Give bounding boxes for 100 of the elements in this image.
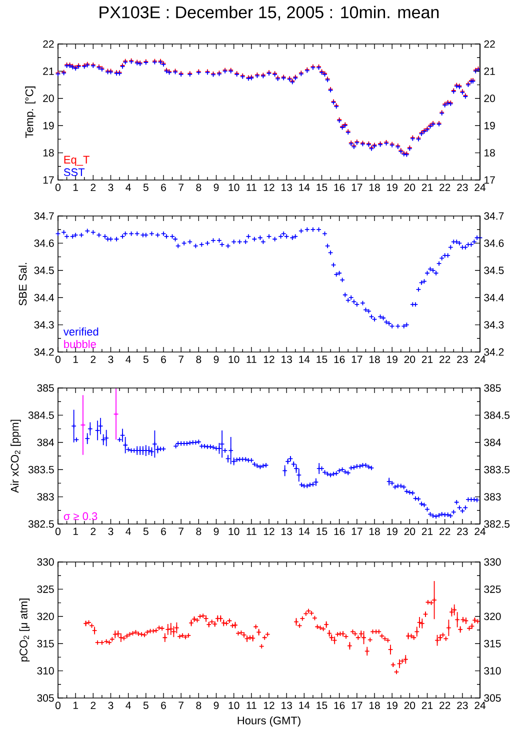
y2-tick-label: 19 xyxy=(484,122,495,130)
x-tick-label: 0 xyxy=(55,184,61,192)
x-tick-label: 8 xyxy=(196,702,202,710)
x-tick-label: 6 xyxy=(161,528,166,536)
x-tick-label: 16 xyxy=(334,184,345,192)
x-tick-label: 7 xyxy=(178,702,184,709)
x-tick-label: 2 xyxy=(90,528,96,536)
y2-tick-label: 21 xyxy=(484,68,495,75)
x-tick-label: 12 xyxy=(264,528,274,536)
chart-title: PX103E : December 15, 2005 : 10min. mean xyxy=(100,6,439,20)
x-tick-label: 7 xyxy=(178,528,184,535)
text: verified xyxy=(63,328,98,336)
x-tick-label: 17 xyxy=(352,702,362,709)
x-tick-label: 18 xyxy=(369,184,380,192)
x-tick-label: 19 xyxy=(387,356,398,364)
y2-tick-label: 383.5 xyxy=(484,466,510,474)
x-tick-label: 13 xyxy=(282,528,292,536)
x-tick-label: 2 xyxy=(90,184,96,192)
y-axis-title: pCO$_{2}$ [μ atm] xyxy=(19,598,30,662)
y-tick-label: 17 xyxy=(43,176,54,184)
x-tick-label: 22 xyxy=(440,702,450,710)
y-tick-label: 34.4 xyxy=(34,294,54,302)
y2-tick-label: 384.5 xyxy=(484,411,510,419)
x-tick-label: 19 xyxy=(387,702,398,710)
y-axis-title: Temp. [°C] xyxy=(25,86,36,138)
y2-tick-label: 305 xyxy=(484,694,501,702)
x-tick-label: 22 xyxy=(440,184,450,192)
x-tick-label: 15 xyxy=(316,528,328,536)
x-tick-label: 6 xyxy=(161,356,166,364)
x-tick-label: 6 xyxy=(161,184,166,192)
x-tick-label: 20 xyxy=(404,702,416,710)
y-tick-label: 382.5 xyxy=(28,520,54,528)
y2-tick-label: 385 xyxy=(484,384,501,392)
y-tick-label: 384.5 xyxy=(28,411,54,419)
x-tick-label: 5 xyxy=(143,184,148,192)
x-tick-label: 10 xyxy=(228,528,240,536)
x-tick-label: 12 xyxy=(264,702,274,710)
y2-tick-label: 330 xyxy=(484,558,501,566)
y-tick-label: 34.5 xyxy=(34,266,54,274)
x-tick-label: 14 xyxy=(299,528,310,535)
y2-tick-label: 34.7 xyxy=(484,212,504,220)
y-tick-label: 320 xyxy=(37,612,54,620)
x-tick-label: 23 xyxy=(457,356,468,364)
x-tick-label: 21 xyxy=(422,528,433,536)
x-tick-label: 9 xyxy=(214,528,219,536)
x-tick-label: 9 xyxy=(214,702,219,710)
x-tick-label: 14 xyxy=(299,184,310,191)
y2-tick-label: 320 xyxy=(484,612,501,620)
y2-tick-label: 18 xyxy=(484,149,495,157)
x-tick-label: 2 xyxy=(90,702,96,710)
x-tick-label: 7 xyxy=(178,356,184,363)
y2-tick-label: 22 xyxy=(484,40,495,48)
x-tick-label: 24 xyxy=(474,356,486,364)
y-tick-label: 34.7 xyxy=(34,212,54,220)
y-tick-label: 385 xyxy=(37,384,54,392)
x-tick-label: 21 xyxy=(422,356,433,364)
x-tick-label: 23 xyxy=(457,528,468,536)
x-tick-label: 24 xyxy=(474,184,486,192)
y-axis-title: Air xCO$_{2}$ [ppm] xyxy=(10,420,21,493)
x-tick-label: 22 xyxy=(440,528,450,536)
x-tick-label: 8 xyxy=(196,528,202,536)
y2-tick-label: 34.6 xyxy=(484,239,504,247)
text: SST xyxy=(64,168,85,176)
x-tick-label: 5 xyxy=(143,356,148,364)
x-tick-label: 16 xyxy=(334,356,345,364)
x-tick-label: 3 xyxy=(108,528,114,536)
x-tick-label: 9 xyxy=(214,184,219,192)
x-tick-label: 19 xyxy=(387,184,398,192)
y-tick-label: 22 xyxy=(43,40,54,48)
x-tick-label: 1 xyxy=(73,702,78,709)
x-tick-label: 11 xyxy=(246,184,256,191)
x-tick-label: 3 xyxy=(108,184,114,192)
y-tick-label: 21 xyxy=(43,68,54,75)
x-tick-label: 21 xyxy=(422,702,433,710)
x-tick-label: 18 xyxy=(369,356,380,364)
y-tick-label: 383.5 xyxy=(28,466,54,474)
x-tick-label: 17 xyxy=(352,528,362,535)
x-tick-label: 21 xyxy=(422,184,433,192)
x-tick-label: 1 xyxy=(73,356,78,363)
x-tick-label: 20 xyxy=(404,184,416,192)
x-tick-label: 4 xyxy=(126,184,131,191)
x-tick-label: 4 xyxy=(126,528,131,535)
y2-tick-label: 382.5 xyxy=(484,520,510,528)
y2-tick-label: 34.4 xyxy=(484,294,504,302)
y2-tick-label: 383 xyxy=(484,493,501,501)
x-tick-label: 24 xyxy=(474,702,486,710)
y-tick-label: 384 xyxy=(37,438,54,446)
text: σ ≥ 0.3 xyxy=(64,512,98,520)
y-tick-label: 315 xyxy=(37,640,54,648)
y-tick-label: 34.3 xyxy=(34,321,54,329)
y-tick-label: 34.2 xyxy=(34,348,54,356)
x-axis-title: Hours (GMT) xyxy=(238,716,300,727)
y2-tick-label: 310 xyxy=(484,667,501,675)
x-tick-label: 5 xyxy=(143,528,148,536)
x-tick-label: 24 xyxy=(474,528,486,536)
x-tick-label: 15 xyxy=(316,702,328,710)
y-tick-label: 330 xyxy=(37,558,54,566)
y2-tick-label: 17 xyxy=(484,176,495,184)
x-tick-label: 17 xyxy=(352,184,362,191)
x-tick-label: 4 xyxy=(126,356,131,363)
